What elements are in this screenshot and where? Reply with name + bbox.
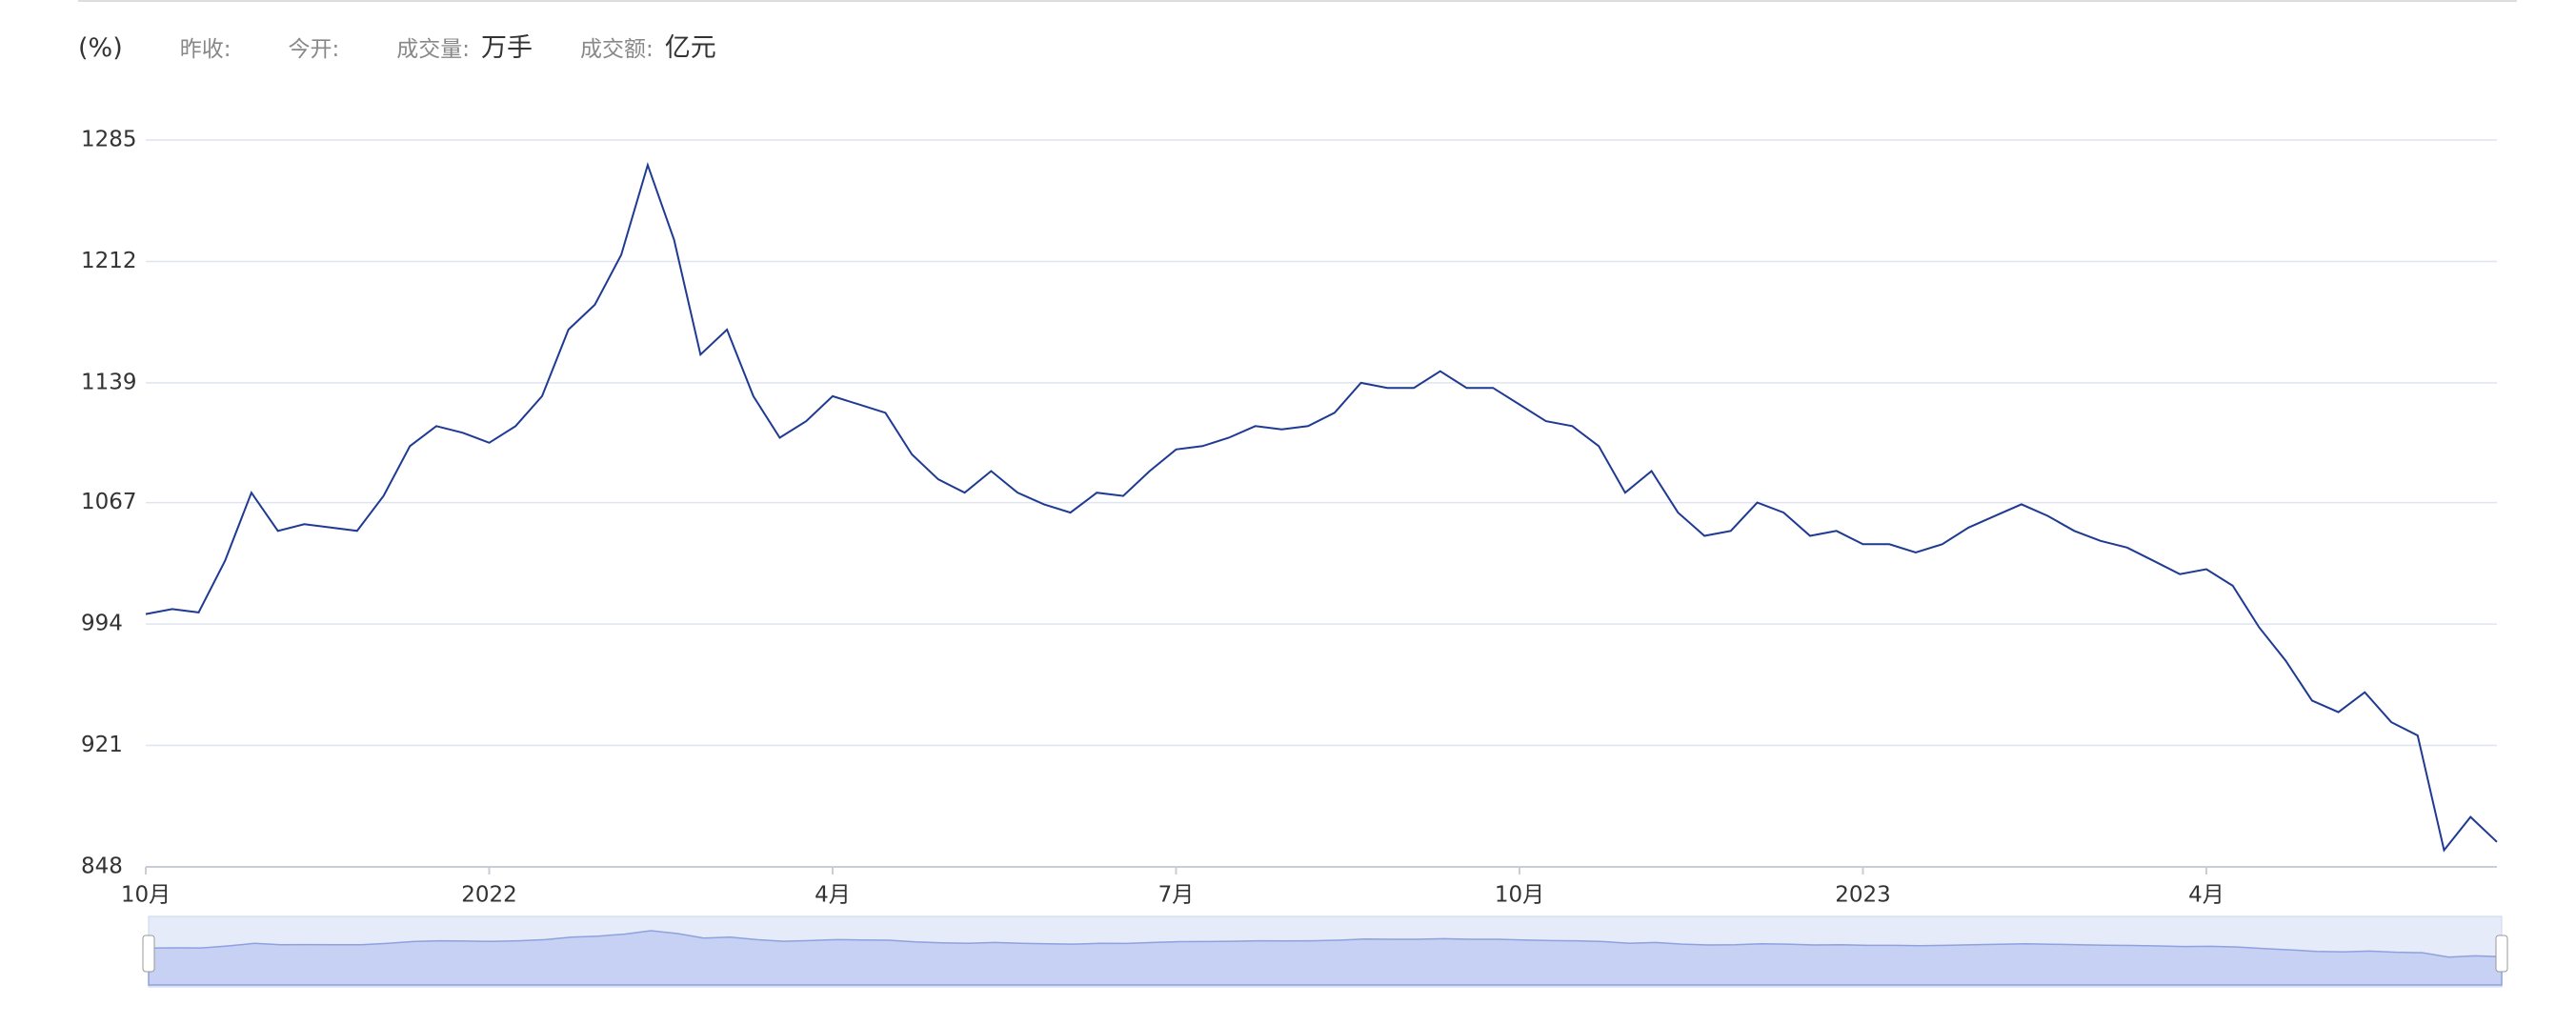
navigator-area <box>148 930 2503 986</box>
y-tick-label: 1067 <box>81 490 137 514</box>
x-tick-label: 4月 <box>2188 883 2224 908</box>
x-tick-label: 2023 <box>1835 883 1891 908</box>
header: (%) 昨收: 今开: 成交量: 万手 成交额: 亿元 <box>78 27 764 64</box>
x-tick-label: 2022 <box>461 883 517 908</box>
label: 昨收: <box>179 37 231 62</box>
y-tick-label: 921 <box>81 733 123 757</box>
unit: (%) <box>78 33 123 63</box>
label: 成交额: <box>579 37 654 62</box>
y-tick-label: 1139 <box>81 370 137 394</box>
label: 今开: <box>288 37 340 62</box>
navigator-handle <box>2495 935 2508 973</box>
value: 亿元 <box>664 33 716 63</box>
navigator-handle <box>142 935 155 973</box>
y-tick-label: 1285 <box>81 128 137 152</box>
y-tick-label: 1212 <box>81 249 137 273</box>
value: 万手 <box>480 33 533 63</box>
line-series <box>145 161 2498 853</box>
x-tick-label: 4月 <box>815 883 851 908</box>
label: 成交量: <box>396 37 470 62</box>
y-tick-label: 994 <box>81 612 123 636</box>
x-tick-label: 7月 <box>1158 883 1195 908</box>
y-tick-label: 848 <box>81 854 123 879</box>
x-tick-label: 10月 <box>1495 883 1544 908</box>
x-tick-label: 10月 <box>121 883 171 908</box>
top-border <box>78 0 2517 2</box>
